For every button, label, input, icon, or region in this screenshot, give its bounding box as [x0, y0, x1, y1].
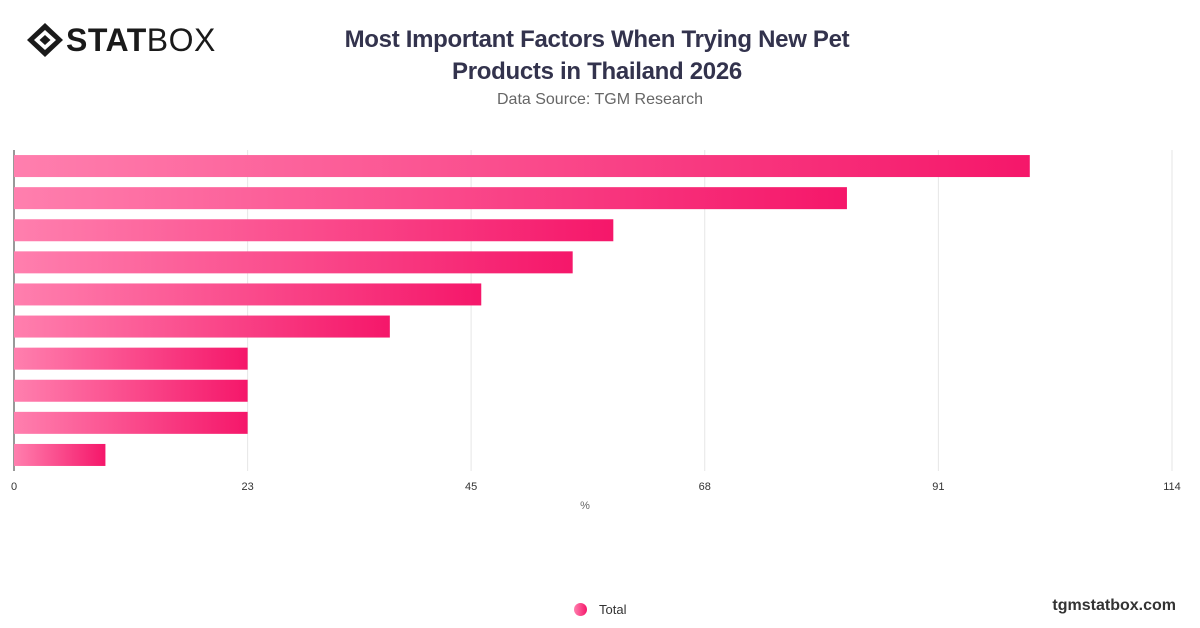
bar[interactable]	[14, 315, 390, 338]
bar[interactable]	[14, 283, 482, 306]
bar[interactable]	[14, 251, 573, 274]
chart-subtitle: Data Source: TGM Research	[496, 91, 703, 108]
legend-marker-icon	[574, 603, 587, 616]
x-tick-label: 23	[242, 481, 254, 493]
brand-name-light: BOX	[146, 22, 216, 58]
x-axis-ticks: 0 23 45 68 91 114	[11, 481, 1181, 493]
x-tick-label: 45	[465, 481, 477, 493]
x-axis-title: %	[580, 500, 590, 512]
x-tick-label: 114	[1163, 481, 1181, 493]
bar[interactable]	[14, 379, 248, 402]
diamond-logo-icon	[27, 23, 63, 57]
legend-label: Total	[599, 602, 627, 617]
brand-logo: STATBOX	[26, 22, 216, 58]
x-tick-label: 91	[932, 481, 944, 493]
brand-name: STATBOX	[66, 22, 216, 58]
bars	[14, 155, 1030, 466]
legend-item-total[interactable]: Total	[574, 602, 626, 617]
brand-name-bold: STAT	[66, 22, 147, 58]
bar[interactable]	[14, 187, 847, 210]
bar[interactable]	[14, 155, 1030, 178]
bar[interactable]	[14, 347, 248, 370]
bar[interactable]	[14, 219, 614, 242]
chart-title: Most Important Factors When Trying New P…	[344, 26, 850, 85]
x-tick-label: 0	[11, 481, 17, 493]
bar[interactable]	[14, 443, 106, 466]
x-tick-label: 68	[699, 481, 711, 493]
site-url: tgmstatbox.com	[1052, 597, 1176, 614]
bar[interactable]	[14, 411, 248, 434]
